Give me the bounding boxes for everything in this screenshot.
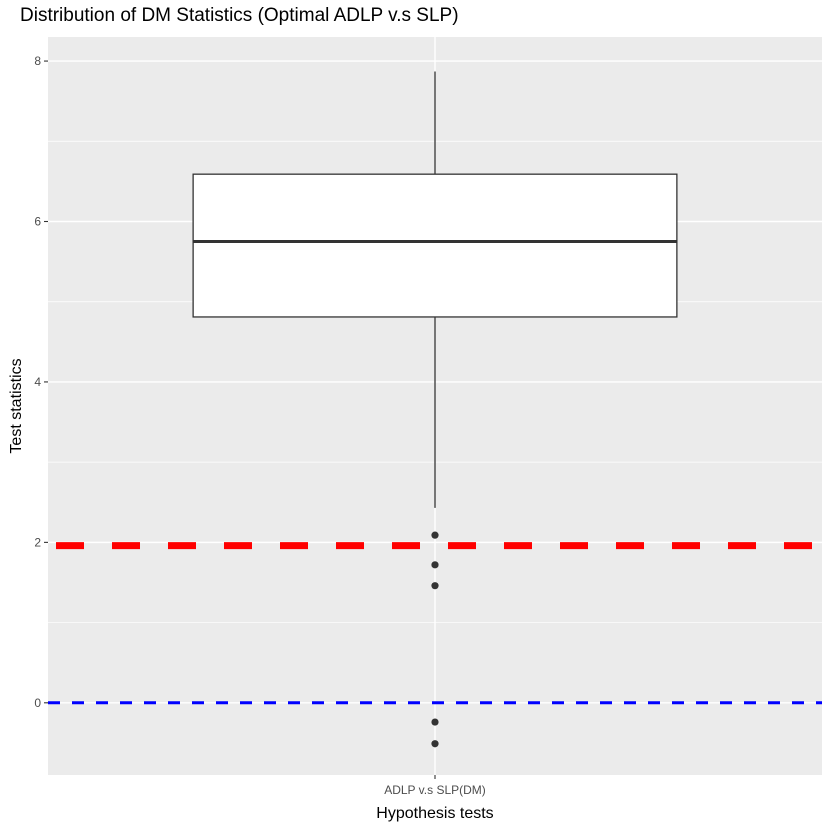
chart-title: Distribution of DM Statistics (Optimal A… <box>20 5 459 26</box>
reference-lines <box>48 542 822 705</box>
x-tick-label: ADLP v.s SLP(DM) <box>384 783 486 797</box>
outlier-point <box>431 561 439 569</box>
outlier-point <box>431 718 439 726</box>
outlier-point <box>431 740 439 748</box>
box-layer <box>192 71 678 748</box>
y-tick-label: 4 <box>34 375 41 389</box>
y-tick-label: 6 <box>34 215 41 229</box>
outlier-point <box>431 531 439 539</box>
y-tick-label: 0 <box>34 696 41 710</box>
axes: 0 2 4 6 8 ADLP v.s SLP(DM) <box>34 54 485 797</box>
y-tick-label: 8 <box>34 54 41 68</box>
y-axis-title: Test statistics <box>8 358 25 453</box>
y-tick-label: 2 <box>34 535 41 549</box>
x-axis-title: Hypothesis tests <box>376 805 493 822</box>
outlier-point <box>431 582 439 590</box>
box-iqr <box>192 173 678 318</box>
